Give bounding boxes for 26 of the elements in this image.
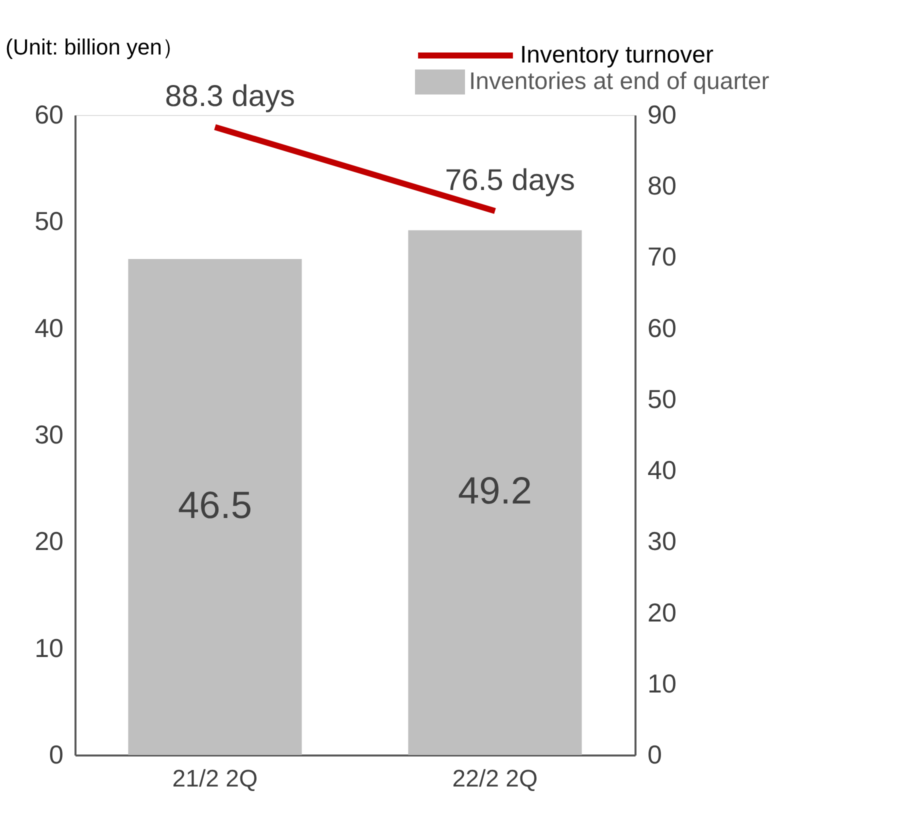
data-label: 46.5 bbox=[178, 485, 252, 527]
y-tick-label: 30 bbox=[34, 420, 64, 450]
data-label: 76.5 days bbox=[444, 164, 576, 197]
y2-tick-label: 10 bbox=[648, 668, 676, 698]
legend-label: Inventories at end of quarter bbox=[469, 68, 770, 95]
x-tick-label: 22/2 2Q bbox=[452, 766, 538, 792]
y-axis-title: (Unit: billion yen） bbox=[6, 34, 184, 60]
y-tick-label: 10 bbox=[34, 632, 64, 663]
y2-tick-label: 20 bbox=[648, 597, 676, 628]
y-tick-label: 50 bbox=[34, 206, 64, 236]
y2-tick-label: 50 bbox=[648, 384, 676, 414]
y2-tick-label: 90 bbox=[648, 100, 676, 130]
y2-tick-label: 70 bbox=[648, 242, 676, 272]
y2-tick-label: 80 bbox=[648, 170, 676, 201]
y2-tick-label: 0 bbox=[648, 740, 662, 770]
data-label: 88.3 days bbox=[164, 80, 296, 114]
y2-tick-label: 40 bbox=[648, 455, 676, 486]
y2-tick-label: 30 bbox=[648, 526, 676, 556]
y-tick-label: 20 bbox=[34, 526, 64, 556]
y-tick-label: 40 bbox=[34, 312, 64, 343]
y2-tick-label: 60 bbox=[648, 312, 676, 343]
y-tick-label: 0 bbox=[49, 740, 64, 770]
x-tick-label: 21/2 2Q bbox=[172, 766, 258, 792]
legend-label: Inventory turnover bbox=[520, 42, 714, 68]
y-tick-label: 60 bbox=[34, 100, 64, 130]
data-label: 49.2 bbox=[458, 470, 532, 513]
